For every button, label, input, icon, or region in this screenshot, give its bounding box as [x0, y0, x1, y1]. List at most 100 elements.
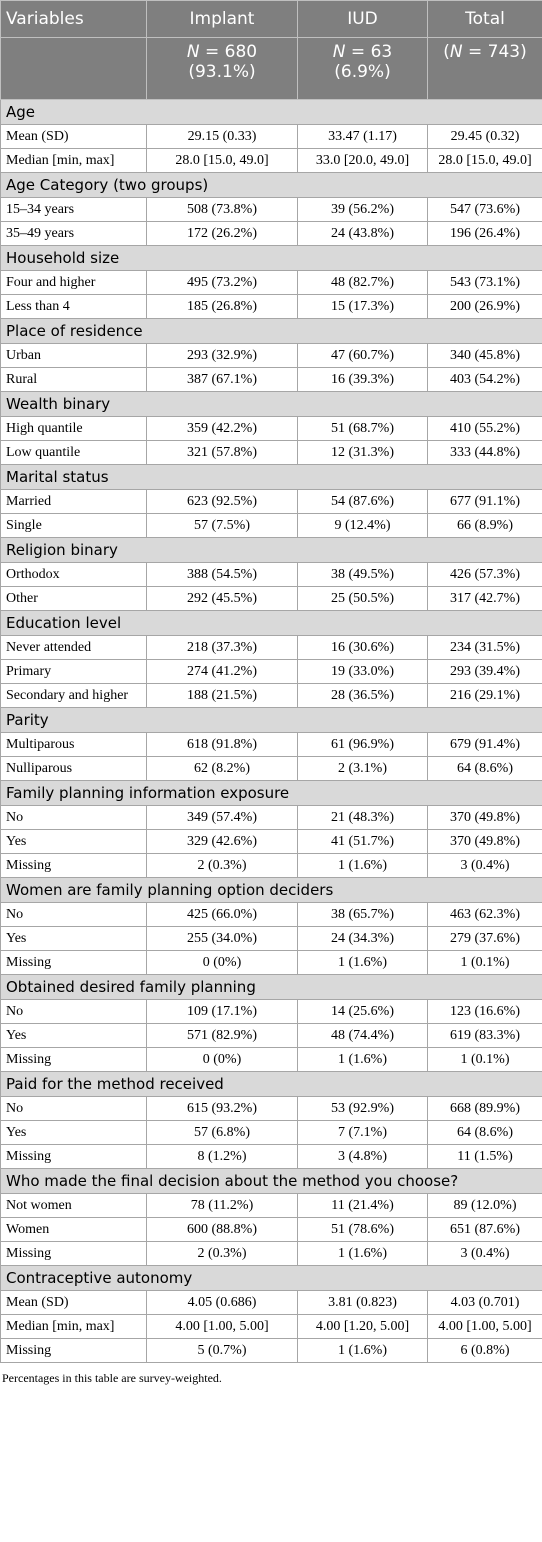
row-label: Nulliparous — [0, 756, 147, 781]
n-part: = 743) — [462, 42, 527, 62]
cell: 11 (1.5%) — [427, 1144, 542, 1169]
cell: 3 (0.4%) — [427, 1241, 542, 1266]
section-title: Wealth binary — [0, 391, 542, 417]
row-label: No — [0, 1096, 147, 1121]
cell: 38 (65.7%) — [297, 902, 428, 927]
cell: 425 (66.0%) — [146, 902, 298, 927]
data-row: Yes 329 (42.6%) 41 (51.7%) 370 (49.8%) — [0, 829, 542, 854]
cell: 388 (54.5%) — [146, 562, 298, 587]
cell: 61 (96.9%) — [297, 732, 428, 757]
data-row: No 349 (57.4%) 21 (48.3%) 370 (49.8%) — [0, 805, 542, 830]
cell: 293 (39.4%) — [427, 659, 542, 684]
section-row: Household size — [0, 245, 542, 271]
section-row: Place of residence — [0, 318, 542, 344]
row-label: Secondary and higher — [0, 683, 147, 708]
cell: 196 (26.4%) — [427, 221, 542, 246]
data-row: Primary 274 (41.2%) 19 (33.0%) 293 (39.4%) — [0, 659, 542, 684]
cell: 321 (57.8%) — [146, 440, 298, 465]
cell: 109 (17.1%) — [146, 999, 298, 1024]
cell: 4.03 (0.701) — [427, 1290, 542, 1315]
cell: 7 (7.1%) — [297, 1120, 428, 1145]
data-row: Single 57 (7.5%) 9 (12.4%) 66 (8.9%) — [0, 513, 542, 538]
section-title: Education level — [0, 610, 542, 636]
cell: 1 (1.6%) — [297, 853, 428, 878]
cell: 62 (8.2%) — [146, 756, 298, 781]
n-pct: (6.9%) — [334, 62, 391, 82]
section-title: Age Category (two groups) — [0, 172, 542, 198]
cell: 24 (34.3%) — [297, 926, 428, 951]
n-part: = 680 — [199, 42, 258, 62]
data-row: Mean (SD) 29.15 (0.33) 33.47 (1.17) 29.45 (… — [0, 124, 542, 149]
section-title: Household size — [0, 245, 542, 271]
section-title: Religion binary — [0, 537, 542, 563]
section-title: Family planning information exposure — [0, 780, 542, 806]
data-row: Yes 255 (34.0%) 24 (34.3%) 279 (37.6%) — [0, 926, 542, 951]
cell: 623 (92.5%) — [146, 489, 298, 514]
header-row: Variables Implant IUD Total — [0, 0, 542, 38]
column-n — [0, 37, 147, 100]
data-row: Median [min, max] 4.00 [1.00, 5.00] 4.00 [… — [0, 1314, 542, 1339]
cell: 78 (11.2%) — [146, 1193, 298, 1218]
cell: 1 (1.6%) — [297, 1047, 428, 1072]
row-label: Mean (SD) — [0, 124, 147, 149]
n-part: = 63 — [345, 42, 393, 62]
section-row: Education level — [0, 610, 542, 636]
row-label: No — [0, 902, 147, 927]
cell: 41 (51.7%) — [297, 829, 428, 854]
cell: 28 (36.5%) — [297, 683, 428, 708]
row-label: Yes — [0, 926, 147, 951]
section-row: Age — [0, 99, 542, 125]
section-row: Marital status — [0, 464, 542, 490]
cell: 9 (12.4%) — [297, 513, 428, 538]
cell: 25 (50.5%) — [297, 586, 428, 611]
cell: 340 (45.8%) — [427, 343, 542, 368]
section-row: Age Category (two groups) — [0, 172, 542, 198]
n-line: N = 680 — [152, 42, 292, 62]
data-row: Married 623 (92.5%) 54 (87.6%) 677 (91.1%) — [0, 489, 542, 514]
row-label: Rural — [0, 367, 147, 392]
data-row: Missing 0 (0%) 1 (1.6%) 1 (0.1%) — [0, 1047, 542, 1072]
cell: 47 (60.7%) — [297, 343, 428, 368]
cell: 64 (8.6%) — [427, 1120, 542, 1145]
cell: 370 (49.8%) — [427, 805, 542, 830]
cell: 5 (0.7%) — [146, 1338, 298, 1363]
cell: 403 (54.2%) — [427, 367, 542, 392]
data-row: 35–49 years 172 (26.2%) 24 (43.8%) 196 (26.… — [0, 221, 542, 246]
row-label: Missing — [0, 853, 147, 878]
cell: 16 (30.6%) — [297, 635, 428, 660]
cell: 48 (82.7%) — [297, 270, 428, 295]
cell: 12 (31.3%) — [297, 440, 428, 465]
cell: 255 (34.0%) — [146, 926, 298, 951]
column-title: IUD — [297, 0, 428, 38]
column-title: Implant — [146, 0, 298, 38]
section-row: Women are family planning option decider… — [0, 877, 542, 903]
data-row: Never attended 218 (37.3%) 16 (30.6%) 234 (… — [0, 635, 542, 660]
cell: 2 (0.3%) — [146, 1241, 298, 1266]
cell: 54 (87.6%) — [297, 489, 428, 514]
data-row: Secondary and higher 188 (21.5%) 28 (36.5%… — [0, 683, 542, 708]
section-row: Who made the final decision about the me… — [0, 1168, 542, 1194]
cell: 1 (1.6%) — [297, 950, 428, 975]
cell: 329 (42.6%) — [146, 829, 298, 854]
data-row: Missing 2 (0.3%) 1 (1.6%) 3 (0.4%) — [0, 1241, 542, 1266]
cell: 51 (68.7%) — [297, 416, 428, 441]
cell: 317 (42.7%) — [427, 586, 542, 611]
column-n: N = 680 (93.1%) — [146, 37, 298, 100]
cell: 185 (26.8%) — [146, 294, 298, 319]
table-header: Variables Implant IUD Total N = 680 (93.1%) N … — [0, 0, 542, 100]
cell: 4.00 [1.00, 5.00] — [146, 1314, 298, 1339]
n-part: N — [332, 42, 346, 62]
row-label: Four and higher — [0, 270, 147, 295]
cell: 543 (73.1%) — [427, 270, 542, 295]
data-row: Median [min, max] 28.0 [15.0, 49.0] 33.0 [… — [0, 148, 542, 173]
cell: 618 (91.8%) — [146, 732, 298, 757]
n-part: N — [449, 42, 463, 62]
section-title: Age — [0, 99, 542, 125]
data-row: Four and higher 495 (73.2%) 48 (82.7%) 543 … — [0, 270, 542, 295]
data-row: 15–34 years 508 (73.8%) 39 (56.2%) 547 (73.… — [0, 197, 542, 222]
section-row: Parity — [0, 707, 542, 733]
cell: 4.00 [1.20, 5.00] — [297, 1314, 428, 1339]
row-label: Urban — [0, 343, 147, 368]
cell: 4.00 [1.00, 5.00] — [427, 1314, 542, 1339]
